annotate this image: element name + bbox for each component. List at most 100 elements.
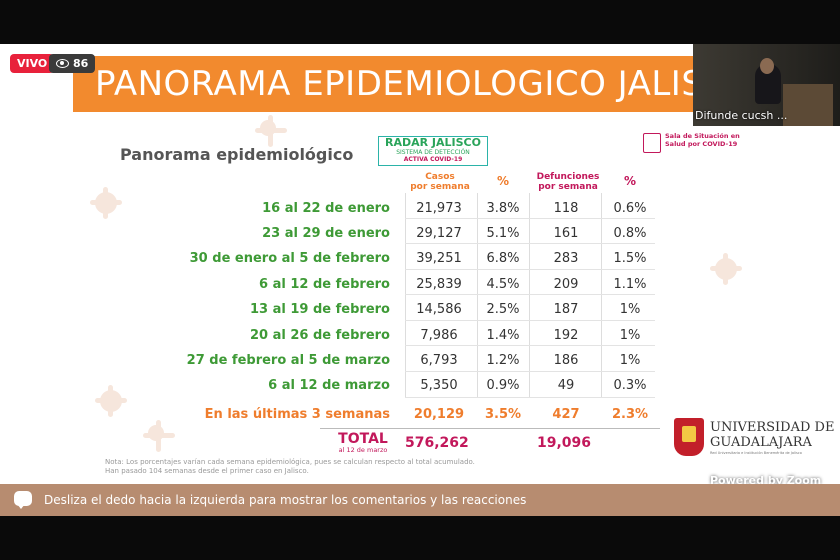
comment-icon xyxy=(14,491,32,509)
table-row: 30 de enero al 5 de febrero 39,251 6.8% … xyxy=(120,248,660,272)
header-defunciones-label: Defunciones xyxy=(536,172,600,182)
cell-defunciones: 161 xyxy=(553,226,579,241)
grid-divider xyxy=(405,294,655,295)
cell-pct: 4.5% xyxy=(486,277,520,292)
row-label: 23 al 29 de enero xyxy=(262,226,390,241)
cell-defunciones: 192 xyxy=(553,328,579,343)
sala-situacion-logo: Sala de Situación en Salud por COVID-19 xyxy=(643,132,753,154)
cell-pct: 3.8% xyxy=(486,201,520,216)
header-pct2: % xyxy=(623,174,637,188)
total-subtitle: al 12 de marzo xyxy=(338,446,388,454)
cell-pct2: 1% xyxy=(619,353,641,368)
cell-casos: 39,251 xyxy=(416,251,462,266)
cell-defunciones: 118 xyxy=(553,201,579,216)
comments-hint-bar[interactable]: Desliza el dedo hacia la izquierda para … xyxy=(0,484,840,516)
cell-pct2: 0.6% xyxy=(613,201,647,216)
radar-jalisco-logo: RADAR JALISCO SISTEMA DE DETECCIÓN ACTIV… xyxy=(378,136,488,166)
grid-divider xyxy=(477,193,478,398)
cell-defunciones: 283 xyxy=(553,251,579,266)
cell-pct: 3.5% xyxy=(484,407,522,422)
virus-icon xyxy=(95,385,127,417)
speaker-video-thumbnail[interactable]: Difunde cucsh ... xyxy=(693,44,840,126)
table-row: 6 al 12 de marzo 5,350 0.9% 49 0.3% xyxy=(120,375,660,399)
total-casos: 576,262 xyxy=(405,435,469,451)
udg-line2: GUADALAJARA xyxy=(710,435,812,450)
viewer-count: 86 xyxy=(73,57,89,70)
table-row: 16 al 22 de enero 21,973 3.8% 118 0.6% xyxy=(120,198,660,222)
grid-divider xyxy=(601,193,602,398)
sala-line2: Salud por COVID-19 xyxy=(665,140,738,148)
slide-title: PANORAMA EPIDEMIOLOGICO JALIS xyxy=(95,64,704,104)
powered-by-zoom: Powered by Zoom xyxy=(710,474,822,487)
header-pct: % xyxy=(496,174,510,188)
total-title: TOTAL xyxy=(338,431,388,447)
header-casos-sub: por semana xyxy=(410,182,470,192)
cell-pct: 2.5% xyxy=(486,302,520,317)
grid-divider xyxy=(405,345,655,346)
cell-pct2: 1.5% xyxy=(613,251,647,266)
footnote: Nota: Los porcentajes varían cada semana… xyxy=(105,458,475,476)
udg-logo: UNIVERSIDAD DE GUADALAJARA Red Universit… xyxy=(674,418,834,460)
slide-subtitle: Panorama epidemiológico xyxy=(120,145,354,164)
cell-defunciones: 186 xyxy=(553,353,579,368)
bottom-bar xyxy=(0,516,840,560)
table-row: 6 al 12 de febrero 25,839 4.5% 209 1.1% xyxy=(120,274,660,298)
footnote-line1: Nota: Los porcentajes varían cada semana… xyxy=(105,458,475,466)
header-casos-label: Casos xyxy=(425,172,455,182)
grid-divider xyxy=(405,320,655,321)
virus-icon xyxy=(90,187,122,219)
table-row: 13 al 19 de febrero 14,586 2.5% 187 1% xyxy=(120,299,660,323)
virus-icon xyxy=(255,115,287,147)
cell-pct: 5.1% xyxy=(486,226,520,241)
comments-hint-text: Desliza el dedo hacia la izquierda para … xyxy=(44,493,527,507)
total-label: TOTAL al 12 de marzo xyxy=(328,432,398,454)
cell-defunciones: 209 xyxy=(553,277,579,292)
row-label: 20 al 26 de febrero xyxy=(250,328,390,343)
live-badge: VIVO xyxy=(10,54,55,73)
radar-line1: SISTEMA DE DETECCIÓN xyxy=(396,149,470,156)
grid-divider xyxy=(405,269,655,270)
eye-icon xyxy=(56,59,69,68)
grid-divider xyxy=(405,193,406,398)
cell-pct: 6.8% xyxy=(486,251,520,266)
viewer-count-badge[interactable]: 86 xyxy=(49,54,96,73)
row-label: 6 al 12 de marzo xyxy=(268,378,390,393)
cell-pct2: 1.1% xyxy=(613,277,647,292)
grid-divider xyxy=(405,243,655,244)
virus-icon xyxy=(710,253,742,285)
last-weeks-row: En las últimas 3 semanas 20,129 3.5% 427… xyxy=(120,404,660,428)
cell-defunciones: 49 xyxy=(557,378,575,393)
total-divider xyxy=(320,428,660,429)
cell-casos: 7,986 xyxy=(420,328,458,343)
slide-banner: PANORAMA EPIDEMIOLOGICO JALIS xyxy=(73,56,703,112)
sala-line1: Sala de Situación en xyxy=(665,132,740,140)
cell-defunciones: 187 xyxy=(553,302,579,317)
header-defunciones: Defunciones por semana xyxy=(528,172,608,192)
grid-divider xyxy=(405,218,655,219)
top-bar xyxy=(0,0,840,44)
cell-pct2: 0.8% xyxy=(613,226,647,241)
footnote-line2: Han pasado 104 semanas desde el primer c… xyxy=(105,467,309,475)
cell-pct: 1.2% xyxy=(486,353,520,368)
cell-casos: 29,127 xyxy=(416,226,462,241)
speaker-name: Difunde cucsh ... xyxy=(695,109,788,122)
header-casos: Casos por semana xyxy=(400,172,480,192)
cell-casos: 5,350 xyxy=(420,378,458,393)
header-defunciones-sub: por semana xyxy=(538,182,598,192)
cell-casos: 25,839 xyxy=(416,277,462,292)
radar-line2: ACTIVA COVID-19 xyxy=(403,156,463,163)
table-row: 20 al 26 de febrero 7,986 1.4% 192 1% xyxy=(120,325,660,349)
udg-crest-icon xyxy=(674,418,704,456)
row-label: 16 al 22 de enero xyxy=(262,201,390,216)
row-label: En las últimas 3 semanas xyxy=(204,407,390,422)
table-row: 23 al 29 de enero 29,127 5.1% 161 0.8% xyxy=(120,223,660,247)
cell-pct: 1.4% xyxy=(486,328,520,343)
cell-casos: 20,129 xyxy=(413,407,465,422)
cell-casos: 6,793 xyxy=(420,353,458,368)
cell-pct2: 2.3% xyxy=(611,407,649,422)
row-label: 13 al 19 de febrero xyxy=(250,302,390,317)
total-defunciones: 19,096 xyxy=(537,435,592,451)
speaker-head xyxy=(760,58,774,74)
jalisco-crest-icon xyxy=(643,133,661,153)
radar-title: RADAR JALISCO xyxy=(385,136,481,149)
